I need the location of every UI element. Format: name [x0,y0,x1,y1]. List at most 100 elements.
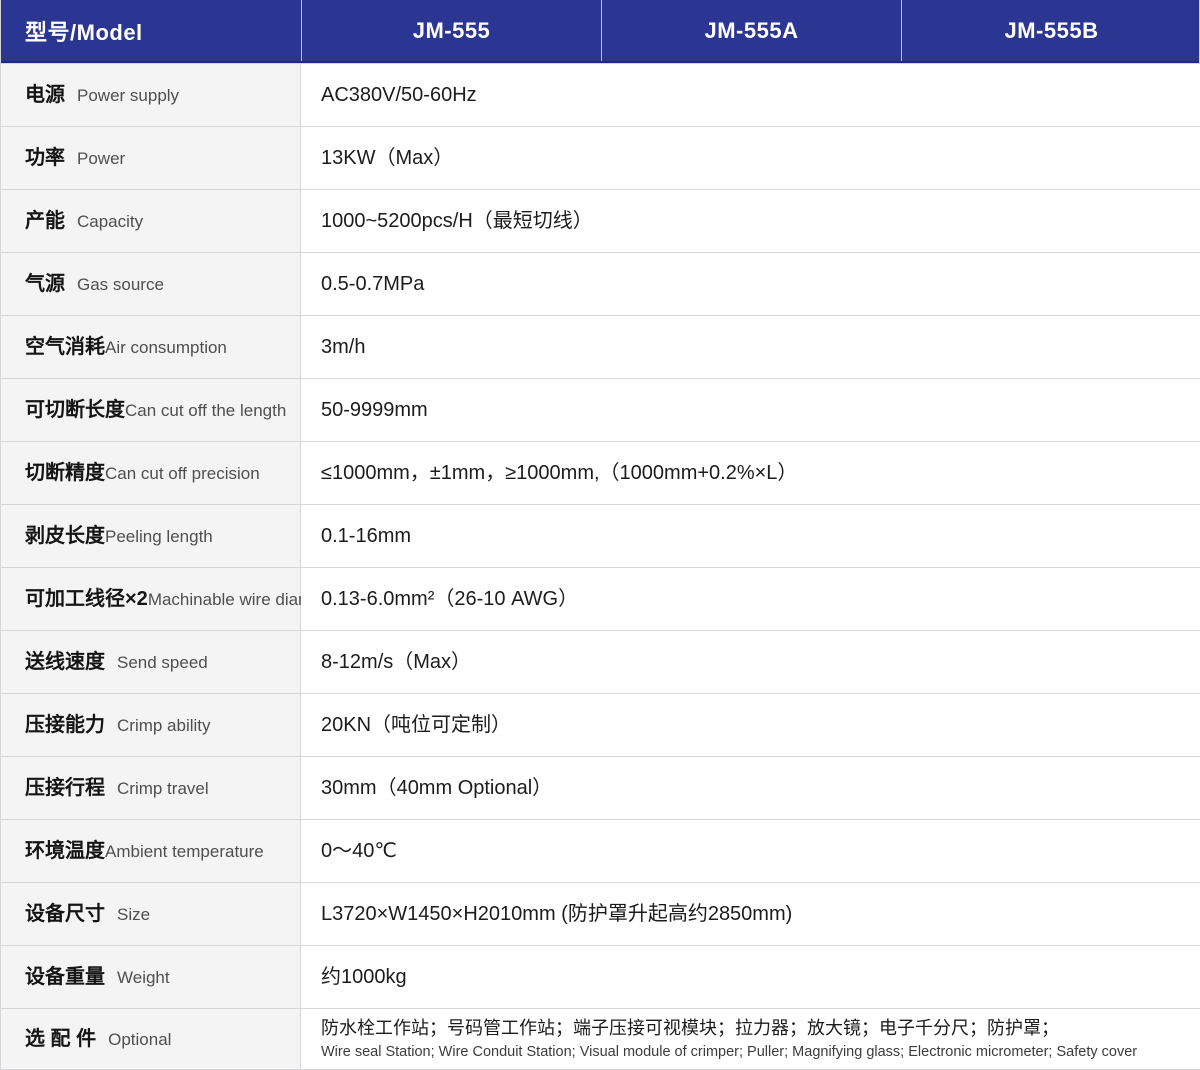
row-value: 50-9999mm [321,399,428,421]
row-value-cell: 0.13-6.0mm²（26-10 AWG） [301,568,1200,630]
row-value: 0.1-16mm [321,525,412,547]
row-value-cell: 0.5-0.7MPa [301,253,1200,315]
table-row-wire-diameter: 可加工线径×2Machinable wire diameter×2 0.13-6… [1,567,1200,630]
header-model-jm555a: JM-555A [601,0,901,61]
row-value-sub: Wire seal Station; Wire Conduit Station;… [321,1044,1138,1060]
row-label-zh: 送线速度 [25,651,105,673]
row-label: 产能 Capacity [1,190,301,252]
table-row-size: 设备尺寸 Size L3720×W1450×H2010mm (防护罩升起高约285… [1,882,1200,945]
row-value: 防水栓工作站；号码管工作站；端子压接可视模块；拉力器；放大镜；电子千分尺；防护罩… [321,1018,1059,1038]
row-label-zh: 空气消耗 [25,336,105,358]
row-label: 压接能力 Crimp ability [1,694,301,756]
table-row-send-speed: 送线速度 Send speed 8-12m/s（Max） [1,630,1200,693]
row-label: 可加工线径×2Machinable wire diameter×2 [1,568,361,630]
row-label-zh: 功率 [25,147,65,169]
row-value-cell: 20KN（吨位可定制） [301,694,1200,756]
table-row-peeling-length: 剥皮长度Peeling length 0.1-16mm [1,504,1200,567]
row-label-zh: 环境温度 [25,840,105,862]
row-value: 13KW（Max） [321,147,454,169]
row-value-cell: AC380V/50-60Hz [301,64,1200,126]
table-row-crimp-travel: 压接行程 Crimp travel 30mm（40mm Optional） [1,756,1200,819]
row-label-en: Send speed [117,653,208,672]
row-value-cell: 13KW（Max） [301,127,1200,189]
table-row-air-consumption: 空气消耗Air consumption 3m/h [1,315,1200,378]
row-label: 剥皮长度Peeling length [1,505,301,567]
row-label-en: Gas source [77,275,164,294]
table-row-power: 功率 Power 13KW（Max） [1,126,1200,189]
table-row-cut-precision: 切断精度Can cut off precision ≤1000mm，±1mm，≥… [1,441,1200,504]
row-label-zh: 压接能力 [25,714,105,736]
row-label-zh: 设备尺寸 [25,903,105,925]
row-label-en: Power supply [77,86,180,105]
row-label-en: Power [77,149,126,168]
row-label: 送线速度 Send speed [1,631,301,693]
row-label: 气源 Gas source [1,253,301,315]
table-row-capacity: 产能 Capacity 1000~5200pcs/H（最短切线） [1,189,1200,252]
row-label-en: Weight [117,968,170,987]
header-model-jm555b: JM-555B [901,0,1200,61]
header-model-jm555: JM-555 [301,0,601,61]
row-label-en: Can cut off precision [105,464,260,483]
row-label: 压接行程 Crimp travel [1,757,301,819]
row-value: 1000~5200pcs/H（最短切线） [321,210,593,232]
row-value-cell: 50-9999mm [301,379,1200,441]
row-value-cell: L3720×W1450×H2010mm (防护罩升起高约2850mm) [301,883,1200,945]
row-value-cell: 0.1-16mm [301,505,1200,567]
row-label-en: Capacity [77,212,144,231]
row-label: 功率 Power [1,127,301,189]
row-value-cell: 8-12m/s（Max） [301,631,1200,693]
row-value: 30mm（40mm Optional） [321,777,553,799]
row-label-zh: 剥皮长度 [25,525,105,547]
table-row-power-supply: 电源 Power supply AC380V/50-60Hz [1,63,1200,126]
row-label: 环境温度Ambient temperature [1,820,301,882]
row-value-cell: 1000~5200pcs/H（最短切线） [301,190,1200,252]
row-label-en: Air consumption [105,338,227,357]
row-value: 0.5-0.7MPa [321,273,425,295]
row-label-en: Size [117,905,151,924]
row-value-cell: ≤1000mm，±1mm，≥1000mm,（1000mm+0.2%×L） [301,442,1200,504]
row-label-en: Ambient temperature [105,842,264,861]
table-row-gas-source: 气源 Gas source 0.5-0.7MPa [1,252,1200,315]
table-row-ambient-temperature: 环境温度Ambient temperature 0～40℃ [1,819,1200,882]
row-value-cell: 防水栓工作站；号码管工作站；端子压接可视模块；拉力器；放大镜；电子千分尺；防护罩… [301,1009,1200,1069]
row-value: 0～40℃ [321,840,397,862]
row-value: ≤1000mm，±1mm，≥1000mm,（1000mm+0.2%×L） [321,462,798,484]
row-label: 设备尺寸 Size [1,883,301,945]
row-value-cell: 0～40℃ [301,820,1200,882]
row-value-cell: 约1000kg [301,946,1200,1008]
row-label-en: Crimp ability [117,716,211,735]
row-label: 设备重量 Weight [1,946,301,1008]
row-value: 20KN（吨位可定制） [321,714,512,736]
row-label-zh: 可加工线径×2 [25,588,148,610]
row-value: L3720×W1450×H2010mm (防护罩升起高约2850mm) [321,903,793,925]
row-label-zh: 压接行程 [25,777,105,799]
row-label-zh: 产能 [25,210,65,232]
table-row-optional: 选 配 件 Optional 防水栓工作站；号码管工作站；端子压接可视模块；拉力器… [1,1008,1200,1069]
table-row-weight: 设备重量 Weight 约1000kg [1,945,1200,1008]
row-value: 3m/h [321,336,366,358]
row-value-cell: 3m/h [301,316,1200,378]
row-label-zh: 设备重量 [25,966,105,988]
row-label-zh: 切断精度 [25,462,105,484]
table-row-cut-length: 可切断长度Can cut off the length 50-9999mm [1,378,1200,441]
header-model-label: 型号/Model [25,19,143,45]
row-value: 8-12m/s（Max） [321,651,472,673]
row-value-cell: 30mm（40mm Optional） [301,757,1200,819]
row-label: 切断精度Can cut off precision [1,442,301,504]
row-label-zh: 电源 [25,84,65,106]
table-header-row: 型号/Model JM-555 JM-555A JM-555B [1,0,1199,63]
row-value: AC380V/50-60Hz [321,84,477,106]
row-label: 空气消耗Air consumption [1,316,301,378]
row-value: 约1000kg [321,966,407,988]
table-row-crimp-ability: 压接能力 Crimp ability 20KN（吨位可定制） [1,693,1200,756]
row-label: 电源 Power supply [1,64,301,126]
row-label-zh: 选 配 件 [25,1028,97,1050]
row-label-zh: 可切断长度 [25,399,125,421]
row-label: 选 配 件 Optional [1,1009,301,1069]
row-value: 0.13-6.0mm²（26-10 AWG） [321,588,579,610]
row-label-en: Optional [108,1030,172,1049]
row-label-en: Peeling length [105,527,213,546]
row-label-zh: 气源 [25,273,65,295]
row-label-en: Can cut off the length [125,401,287,420]
